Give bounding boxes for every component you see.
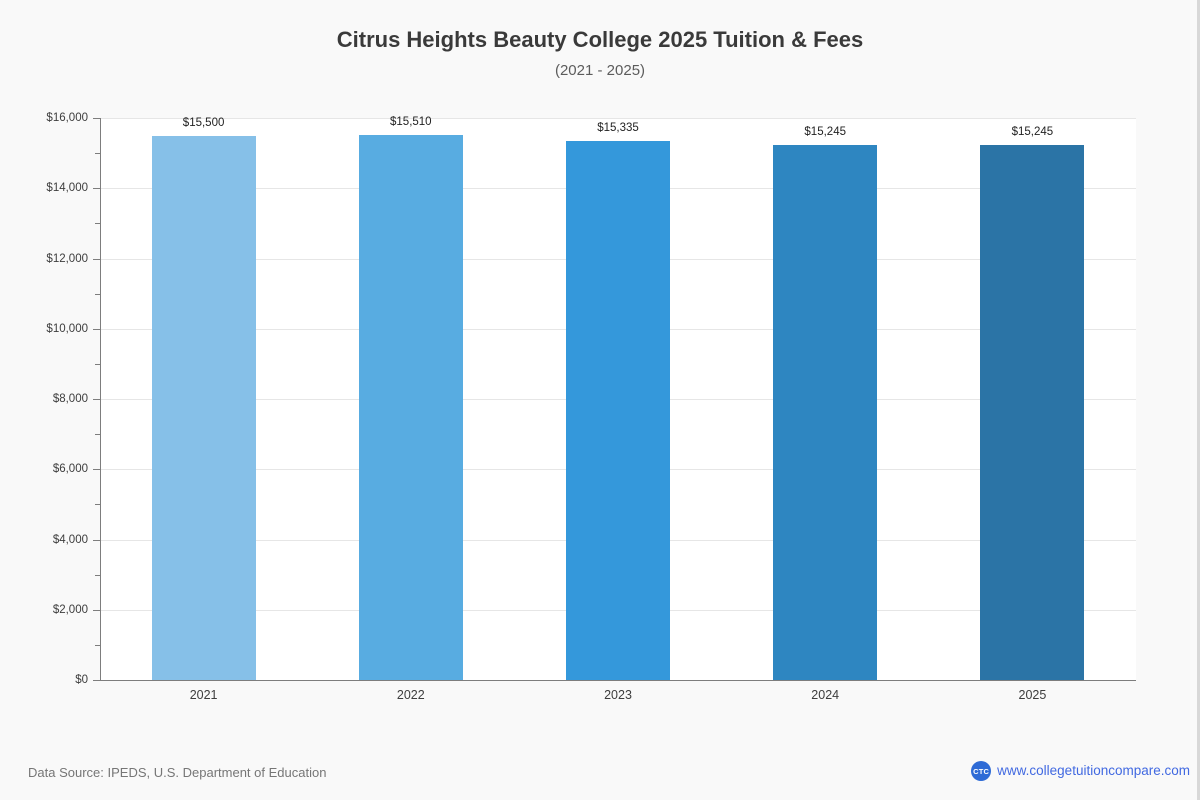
bar-2024[interactable]	[773, 144, 878, 680]
bar-value-label: $15,500	[182, 116, 225, 129]
bar-slot: $15,500	[100, 116, 307, 680]
bar-slot: $15,245	[722, 118, 929, 680]
y-major-tick	[93, 609, 100, 611]
y-major-tick	[93, 469, 100, 471]
y-minor-tick	[95, 363, 100, 365]
bar-value-label: $15,335	[597, 122, 639, 135]
website-url: www.collegetuitioncompare.com	[997, 763, 1190, 778]
bar-slot: $15,510	[307, 116, 514, 680]
y-major-tick	[93, 188, 100, 190]
bar-slot: $15,245	[929, 118, 1136, 680]
y-major-tick	[93, 399, 100, 400]
x-tick-label-2023: 2023	[604, 688, 632, 702]
scrollbar[interactable]	[1197, 0, 1200, 800]
y-major-tick	[93, 680, 100, 681]
bars-container: $15,500 $15,510 $15,335 $15,245 $15,245	[100, 116, 1136, 680]
y-tick-label: $12,000	[46, 252, 88, 265]
bar-2022[interactable]	[358, 135, 463, 680]
x-axis-labels: 2021 2022 2023 2024 2025	[100, 687, 1136, 703]
bar-2025[interactable]	[980, 144, 1085, 680]
chart-title: Citrus Heights Beauty College 2025 Tuiti…	[336, 27, 864, 52]
y-tick-label: $4,000	[52, 533, 88, 546]
bar-value-label: $15,245	[804, 125, 846, 138]
chart-header: Citrus Heights Beauty College 2025 Tuiti…	[0, 27, 1200, 80]
chart-subtitle: (2021 - 2025)	[554, 62, 646, 79]
y-minor-tick	[95, 153, 100, 155]
y-tick-label: $0	[75, 674, 88, 686]
bar-value-label: $15,245	[1011, 125, 1054, 138]
bar-slot: $15,335	[514, 118, 721, 680]
y-tick-label: $6,000	[52, 463, 88, 476]
y-minor-tick	[95, 223, 100, 225]
x-tick-label-2022: 2022	[396, 688, 425, 702]
y-axis-line	[100, 118, 101, 681]
y-minor-tick	[95, 434, 100, 436]
y-tick-label: $2,000	[52, 603, 88, 616]
y-minor-tick	[95, 504, 100, 506]
y-tick-label: $16,000	[46, 112, 88, 124]
y-tick-label: $14,000	[46, 182, 88, 195]
y-major-tick	[93, 258, 100, 260]
x-tick-label-2025: 2025	[1018, 688, 1047, 702]
y-major-tick	[93, 328, 100, 330]
bar-2021[interactable]	[151, 135, 256, 680]
x-axis-line	[100, 680, 1136, 681]
y-tick-label: $8,000	[52, 393, 88, 405]
y-minor-tick	[95, 574, 100, 576]
y-major-tick	[93, 118, 100, 119]
y-major-tick	[93, 539, 100, 541]
y-minor-tick	[95, 644, 100, 646]
ctc-logo-icon: CTC	[971, 761, 992, 781]
website-link[interactable]: CTC www.collegetuitioncompare.com	[971, 761, 1190, 781]
data-source-text: Data Source: IPEDS, U.S. Department of E…	[28, 765, 327, 780]
bar-2023[interactable]	[566, 141, 670, 680]
gridline	[100, 118, 1136, 119]
x-tick-label-2021: 2021	[189, 688, 218, 702]
y-tick-label: $10,000	[46, 322, 88, 335]
y-minor-tick	[95, 293, 100, 295]
bar-value-label: $15,510	[390, 116, 432, 129]
x-tick-label-2024: 2024	[811, 688, 840, 702]
